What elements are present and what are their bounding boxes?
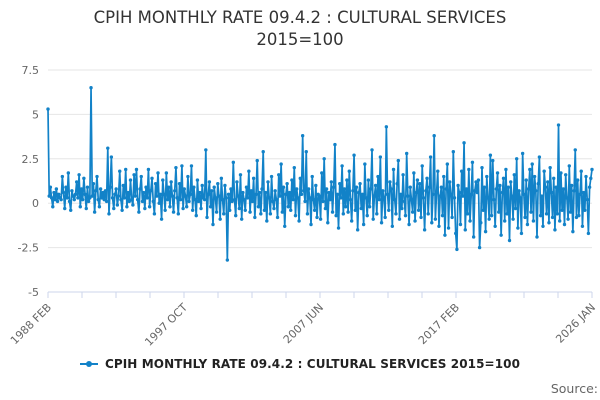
source-label: Source: <box>550 381 598 396</box>
svg-text:0: 0 <box>32 197 39 210</box>
svg-text:2.5: 2.5 <box>22 153 40 166</box>
data-series-line <box>47 86 593 261</box>
data-series-markers <box>46 86 594 262</box>
chart-title-line2: 2015=100 <box>256 30 344 49</box>
svg-text:-5: -5 <box>28 286 39 299</box>
svg-text:2026 JAN: 2026 JAN <box>553 301 598 346</box>
x-axis-labels: 1988 FEB 1997 OCT 2007 JUN 2017 FEB 2026 JAN <box>8 301 598 349</box>
svg-text:1997 OCT: 1997 OCT <box>142 301 190 349</box>
legend: CPIH MONTHLY RATE 09.4.2 : CULTURAL SERV… <box>0 357 600 371</box>
svg-text:1988 FEB: 1988 FEB <box>8 301 54 347</box>
chart-title: CPIH MONTHLY RATE 09.4.2 : CULTURAL SERV… <box>0 7 600 51</box>
svg-text:2017 FEB: 2017 FEB <box>416 301 462 347</box>
chart-title-line1: CPIH MONTHLY RATE 09.4.2 : CULTURAL SERV… <box>93 8 507 27</box>
svg-text:-2.5: -2.5 <box>18 242 39 255</box>
legend-line-marker-icon <box>79 361 98 367</box>
legend-label: CPIH MONTHLY RATE 09.4.2 : CULTURAL SERV… <box>104 357 521 371</box>
svg-text:2007 JUN: 2007 JUN <box>281 301 326 346</box>
svg-text:7.5: 7.5 <box>22 64 40 77</box>
x-axis <box>47 291 593 298</box>
y-axis-labels: 7.5 5 2.5 0 -2.5 -5 <box>18 64 39 299</box>
legend-item[interactable]: CPIH MONTHLY RATE 09.4.2 : CULTURAL SERV… <box>79 357 521 371</box>
svg-text:5: 5 <box>32 108 39 121</box>
